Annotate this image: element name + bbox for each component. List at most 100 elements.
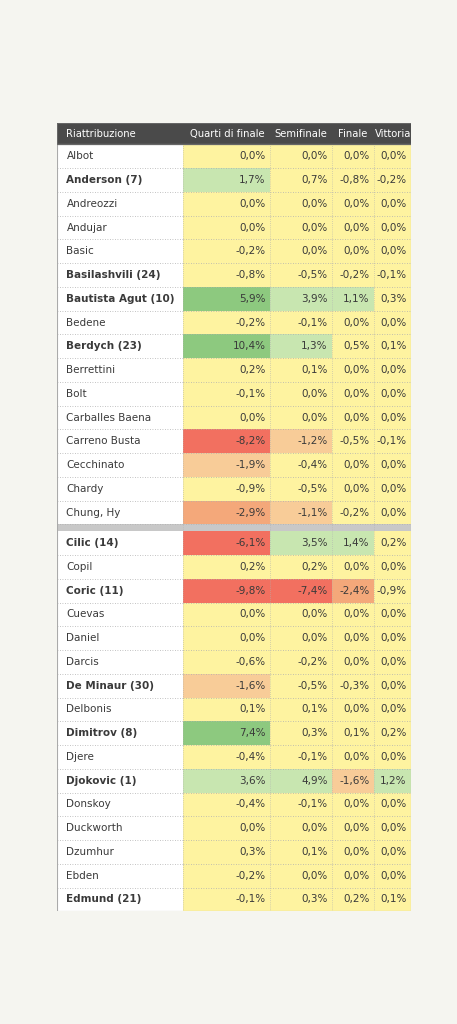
Text: 0,2%: 0,2% [380, 728, 407, 738]
Bar [183, 531, 270, 555]
Bar [183, 501, 270, 524]
Bar [332, 627, 374, 650]
Text: Berdych (23): Berdych (23) [66, 341, 142, 351]
Bar [332, 429, 374, 454]
Text: 0,0%: 0,0% [380, 847, 407, 857]
Text: 0,0%: 0,0% [380, 483, 407, 494]
Text: -1,6%: -1,6% [235, 681, 266, 691]
Bar [332, 721, 374, 745]
Text: 0,0%: 0,0% [301, 413, 328, 423]
Text: 0,0%: 0,0% [380, 247, 407, 256]
Bar [57, 602, 183, 627]
Bar [183, 816, 270, 840]
Text: 0,1%: 0,1% [301, 847, 328, 857]
Bar [374, 579, 411, 602]
Text: 0,0%: 0,0% [343, 413, 369, 423]
Text: De Minaur (30): De Minaur (30) [66, 681, 154, 691]
Bar [57, 216, 183, 240]
Text: 0,0%: 0,0% [343, 823, 369, 834]
Bar [270, 144, 332, 168]
Bar [270, 888, 332, 911]
Text: 0,0%: 0,0% [380, 800, 407, 810]
Text: 0,0%: 0,0% [343, 199, 369, 209]
Text: -0,5%: -0,5% [298, 270, 328, 280]
Bar [183, 382, 270, 406]
Bar [332, 123, 374, 144]
Bar [374, 287, 411, 310]
Bar [332, 745, 374, 769]
Text: 0,0%: 0,0% [380, 823, 407, 834]
Text: 0,0%: 0,0% [343, 609, 369, 620]
Text: 0,0%: 0,0% [380, 633, 407, 643]
Bar [332, 454, 374, 477]
Text: 0,3%: 0,3% [380, 294, 407, 304]
Text: Chardy: Chardy [66, 483, 104, 494]
Bar [57, 406, 183, 429]
Bar [57, 123, 183, 144]
Bar [332, 477, 374, 501]
Text: 0,0%: 0,0% [343, 633, 369, 643]
Text: 0,0%: 0,0% [380, 508, 407, 517]
Bar [374, 697, 411, 721]
Text: Anderson (7): Anderson (7) [66, 175, 143, 185]
Bar [374, 555, 411, 579]
Bar [374, 888, 411, 911]
Text: -0,2%: -0,2% [235, 870, 266, 881]
Text: 0,0%: 0,0% [343, 460, 369, 470]
Text: 0,0%: 0,0% [380, 199, 407, 209]
Bar [183, 429, 270, 454]
Bar [183, 406, 270, 429]
Text: Ebden: Ebden [66, 870, 99, 881]
Bar [270, 602, 332, 627]
Bar [270, 454, 332, 477]
Text: 0,0%: 0,0% [380, 413, 407, 423]
Text: 1,2%: 1,2% [380, 776, 407, 785]
Bar [332, 531, 374, 555]
Bar [57, 674, 183, 697]
Text: 0,0%: 0,0% [343, 847, 369, 857]
Bar [270, 310, 332, 335]
Bar [270, 477, 332, 501]
Text: -0,2%: -0,2% [235, 317, 266, 328]
Bar [183, 840, 270, 864]
Bar [183, 335, 270, 358]
Text: 0,3%: 0,3% [301, 895, 328, 904]
Text: -9,8%: -9,8% [235, 586, 266, 596]
Bar [57, 745, 183, 769]
Bar [57, 579, 183, 602]
Bar [57, 123, 411, 144]
Text: 0,2%: 0,2% [239, 562, 266, 572]
Text: 0,0%: 0,0% [380, 562, 407, 572]
Bar [374, 429, 411, 454]
Bar [57, 335, 183, 358]
Text: Albot: Albot [66, 152, 94, 162]
Text: 0,0%: 0,0% [343, 152, 369, 162]
Text: -1,2%: -1,2% [298, 436, 328, 446]
Bar [374, 406, 411, 429]
Text: 0,0%: 0,0% [343, 247, 369, 256]
Bar [183, 579, 270, 602]
Bar [183, 650, 270, 674]
Bar [57, 650, 183, 674]
Text: Djokovic (1): Djokovic (1) [66, 776, 137, 785]
Text: -0,1%: -0,1% [298, 752, 328, 762]
Text: 0,0%: 0,0% [380, 389, 407, 398]
Bar [374, 168, 411, 191]
Bar [57, 240, 183, 263]
Text: -0,2%: -0,2% [377, 175, 407, 185]
Bar [270, 240, 332, 263]
Text: -1,1%: -1,1% [298, 508, 328, 517]
Text: 0,3%: 0,3% [301, 728, 328, 738]
Text: 1,3%: 1,3% [301, 341, 328, 351]
Text: 0,0%: 0,0% [301, 222, 328, 232]
Text: Carballes Baena: Carballes Baena [66, 413, 152, 423]
Text: 0,0%: 0,0% [380, 222, 407, 232]
Bar [183, 602, 270, 627]
Text: Darcis: Darcis [66, 657, 99, 667]
Bar [374, 721, 411, 745]
Text: -0,5%: -0,5% [298, 483, 328, 494]
Bar [270, 358, 332, 382]
Bar [374, 191, 411, 216]
Bar [270, 579, 332, 602]
Text: 3,5%: 3,5% [301, 539, 328, 548]
